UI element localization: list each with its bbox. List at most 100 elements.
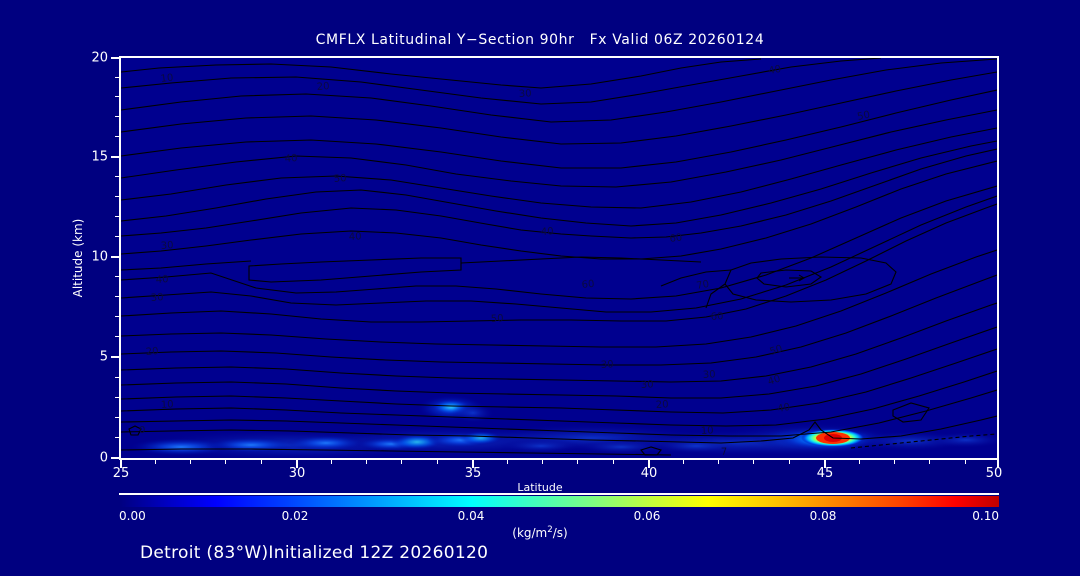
- svg-text:60: 60: [710, 311, 724, 323]
- svg-text:30: 30: [519, 88, 532, 100]
- x-tick-minor: [929, 460, 930, 464]
- colorbar-units-exponent: 2: [547, 525, 553, 535]
- svg-text:30: 30: [703, 369, 716, 381]
- x-tick-minor: [965, 460, 966, 464]
- x-tick-minor: [577, 460, 578, 464]
- x-tick-major: [997, 460, 999, 468]
- y-axis-title: Altitude (km): [71, 218, 85, 298]
- y-tick-minor: [115, 116, 119, 117]
- svg-text:50: 50: [856, 110, 871, 123]
- x-tick-label: 35: [464, 466, 482, 481]
- svg-text:30: 30: [160, 240, 173, 252]
- y-tick-major: [111, 57, 119, 59]
- x-tick-minor: [366, 460, 367, 464]
- x-tick-minor: [155, 460, 156, 464]
- svg-text:40: 40: [541, 226, 554, 238]
- x-axis-title: Latitude: [517, 481, 563, 494]
- svg-text:60: 60: [669, 232, 683, 245]
- colorbar-tick-label: 0.00: [119, 509, 146, 523]
- x-tick-minor: [683, 460, 684, 464]
- svg-text:40: 40: [284, 153, 298, 165]
- svg-text:20: 20: [656, 399, 669, 411]
- y-tick-minor: [115, 316, 119, 317]
- svg-text:40: 40: [768, 64, 782, 77]
- svg-text:10: 10: [161, 399, 174, 411]
- x-tick-label: 25: [112, 466, 130, 481]
- colorbar-tick-label: 0.02: [281, 509, 309, 523]
- svg-text:50: 50: [491, 313, 504, 325]
- plot-canvas: 10 20 30 40 50 40 50 30 40 40 60 60 30 4…: [121, 58, 997, 458]
- plot-area: 10 20 30 40 50 40 50 30 40 40 60 60 30 4…: [119, 56, 999, 460]
- svg-text:50: 50: [769, 343, 785, 357]
- y-tick-minor: [115, 276, 119, 277]
- x-tick-minor: [542, 460, 543, 464]
- x-tick-minor: [331, 460, 332, 464]
- colorbar-tick-label: 0.10: [972, 509, 999, 523]
- svg-text:30: 30: [601, 359, 614, 371]
- footer-caption: Detroit (83°W)Initialized 12Z 20260120: [140, 543, 489, 563]
- y-tick-minor: [115, 236, 119, 237]
- y-tick-minor: [115, 296, 119, 297]
- x-tick-label: 45: [816, 466, 834, 481]
- y-tick-major: [111, 457, 119, 459]
- y-tick-minor: [115, 377, 119, 378]
- svg-text:60: 60: [581, 279, 595, 291]
- x-tick-major: [824, 460, 826, 468]
- svg-text:10: 10: [160, 73, 174, 85]
- svg-text:10: 10: [701, 425, 714, 437]
- y-tick-minor: [115, 77, 119, 78]
- colorbar-tick-label: 0.04: [457, 509, 485, 523]
- colorbar-tick-label: 0.06: [633, 509, 661, 523]
- colorbar-units-suffix: /s): [552, 526, 568, 540]
- x-tick-minor: [859, 460, 860, 464]
- page-title: CMFLX Latitudinal Y−Section 90hr Fx Vali…: [315, 32, 765, 48]
- colorbar-units: (kg/m2/s): [0, 525, 1080, 540]
- x-tick-minor: [437, 460, 438, 464]
- y-tick-minor: [115, 196, 119, 197]
- y-tick-label: 5: [99, 349, 108, 365]
- x-tick-minor: [718, 460, 719, 464]
- x-tick-minor: [753, 460, 754, 464]
- svg-text:50: 50: [333, 173, 346, 185]
- y-tick-minor: [115, 397, 119, 398]
- x-tick-minor: [613, 460, 614, 464]
- x-tick-minor: [190, 460, 191, 464]
- y-tick-minor: [115, 176, 119, 177]
- svg-text:20: 20: [145, 346, 158, 358]
- y-tick-minor: [115, 336, 119, 337]
- x-tick-major: [120, 460, 122, 468]
- contour-lines: [121, 58, 997, 456]
- svg-text:40: 40: [767, 373, 783, 387]
- y-tick-major: [111, 356, 119, 358]
- cross-section-render: 10 20 30 40 50 40 50 30 40 40 60 60 30 4…: [121, 58, 997, 458]
- contour-labels: 10 20 30 40 50 40 50 30 40 40 60 60 30 4…: [139, 64, 871, 458]
- svg-text:40: 40: [155, 274, 168, 286]
- x-tick-major: [648, 460, 650, 468]
- svg-text:30: 30: [150, 292, 163, 304]
- svg-text:20: 20: [316, 81, 329, 93]
- svg-text:40: 40: [777, 402, 791, 415]
- svg-text:40: 40: [349, 231, 362, 243]
- x-tick-minor: [789, 460, 790, 464]
- x-tick-minor: [401, 460, 402, 464]
- y-tick-minor: [115, 136, 119, 137]
- x-tick-major: [472, 460, 474, 468]
- y-tick-minor: [115, 437, 119, 438]
- colorbar-top-border: [119, 493, 999, 495]
- x-tick-major: [296, 460, 298, 468]
- y-tick-minor: [115, 216, 119, 217]
- colorbar-units-prefix: (kg/m: [512, 526, 548, 540]
- y-tick-label: 15: [91, 149, 108, 165]
- svg-text:7: 7: [721, 447, 728, 458]
- y-tick-minor: [115, 417, 119, 418]
- colorbar-gradient: [119, 496, 999, 507]
- colorbar-tick-label: 0.08: [809, 509, 837, 523]
- x-tick-label: 50: [985, 466, 1003, 481]
- y-tick-label: 10: [91, 249, 108, 265]
- y-tick-minor: [115, 96, 119, 97]
- y-tick-major: [111, 156, 119, 158]
- x-tick-minor: [507, 460, 508, 464]
- svg-text:70: 70: [696, 279, 710, 292]
- x-tick-minor: [225, 460, 226, 464]
